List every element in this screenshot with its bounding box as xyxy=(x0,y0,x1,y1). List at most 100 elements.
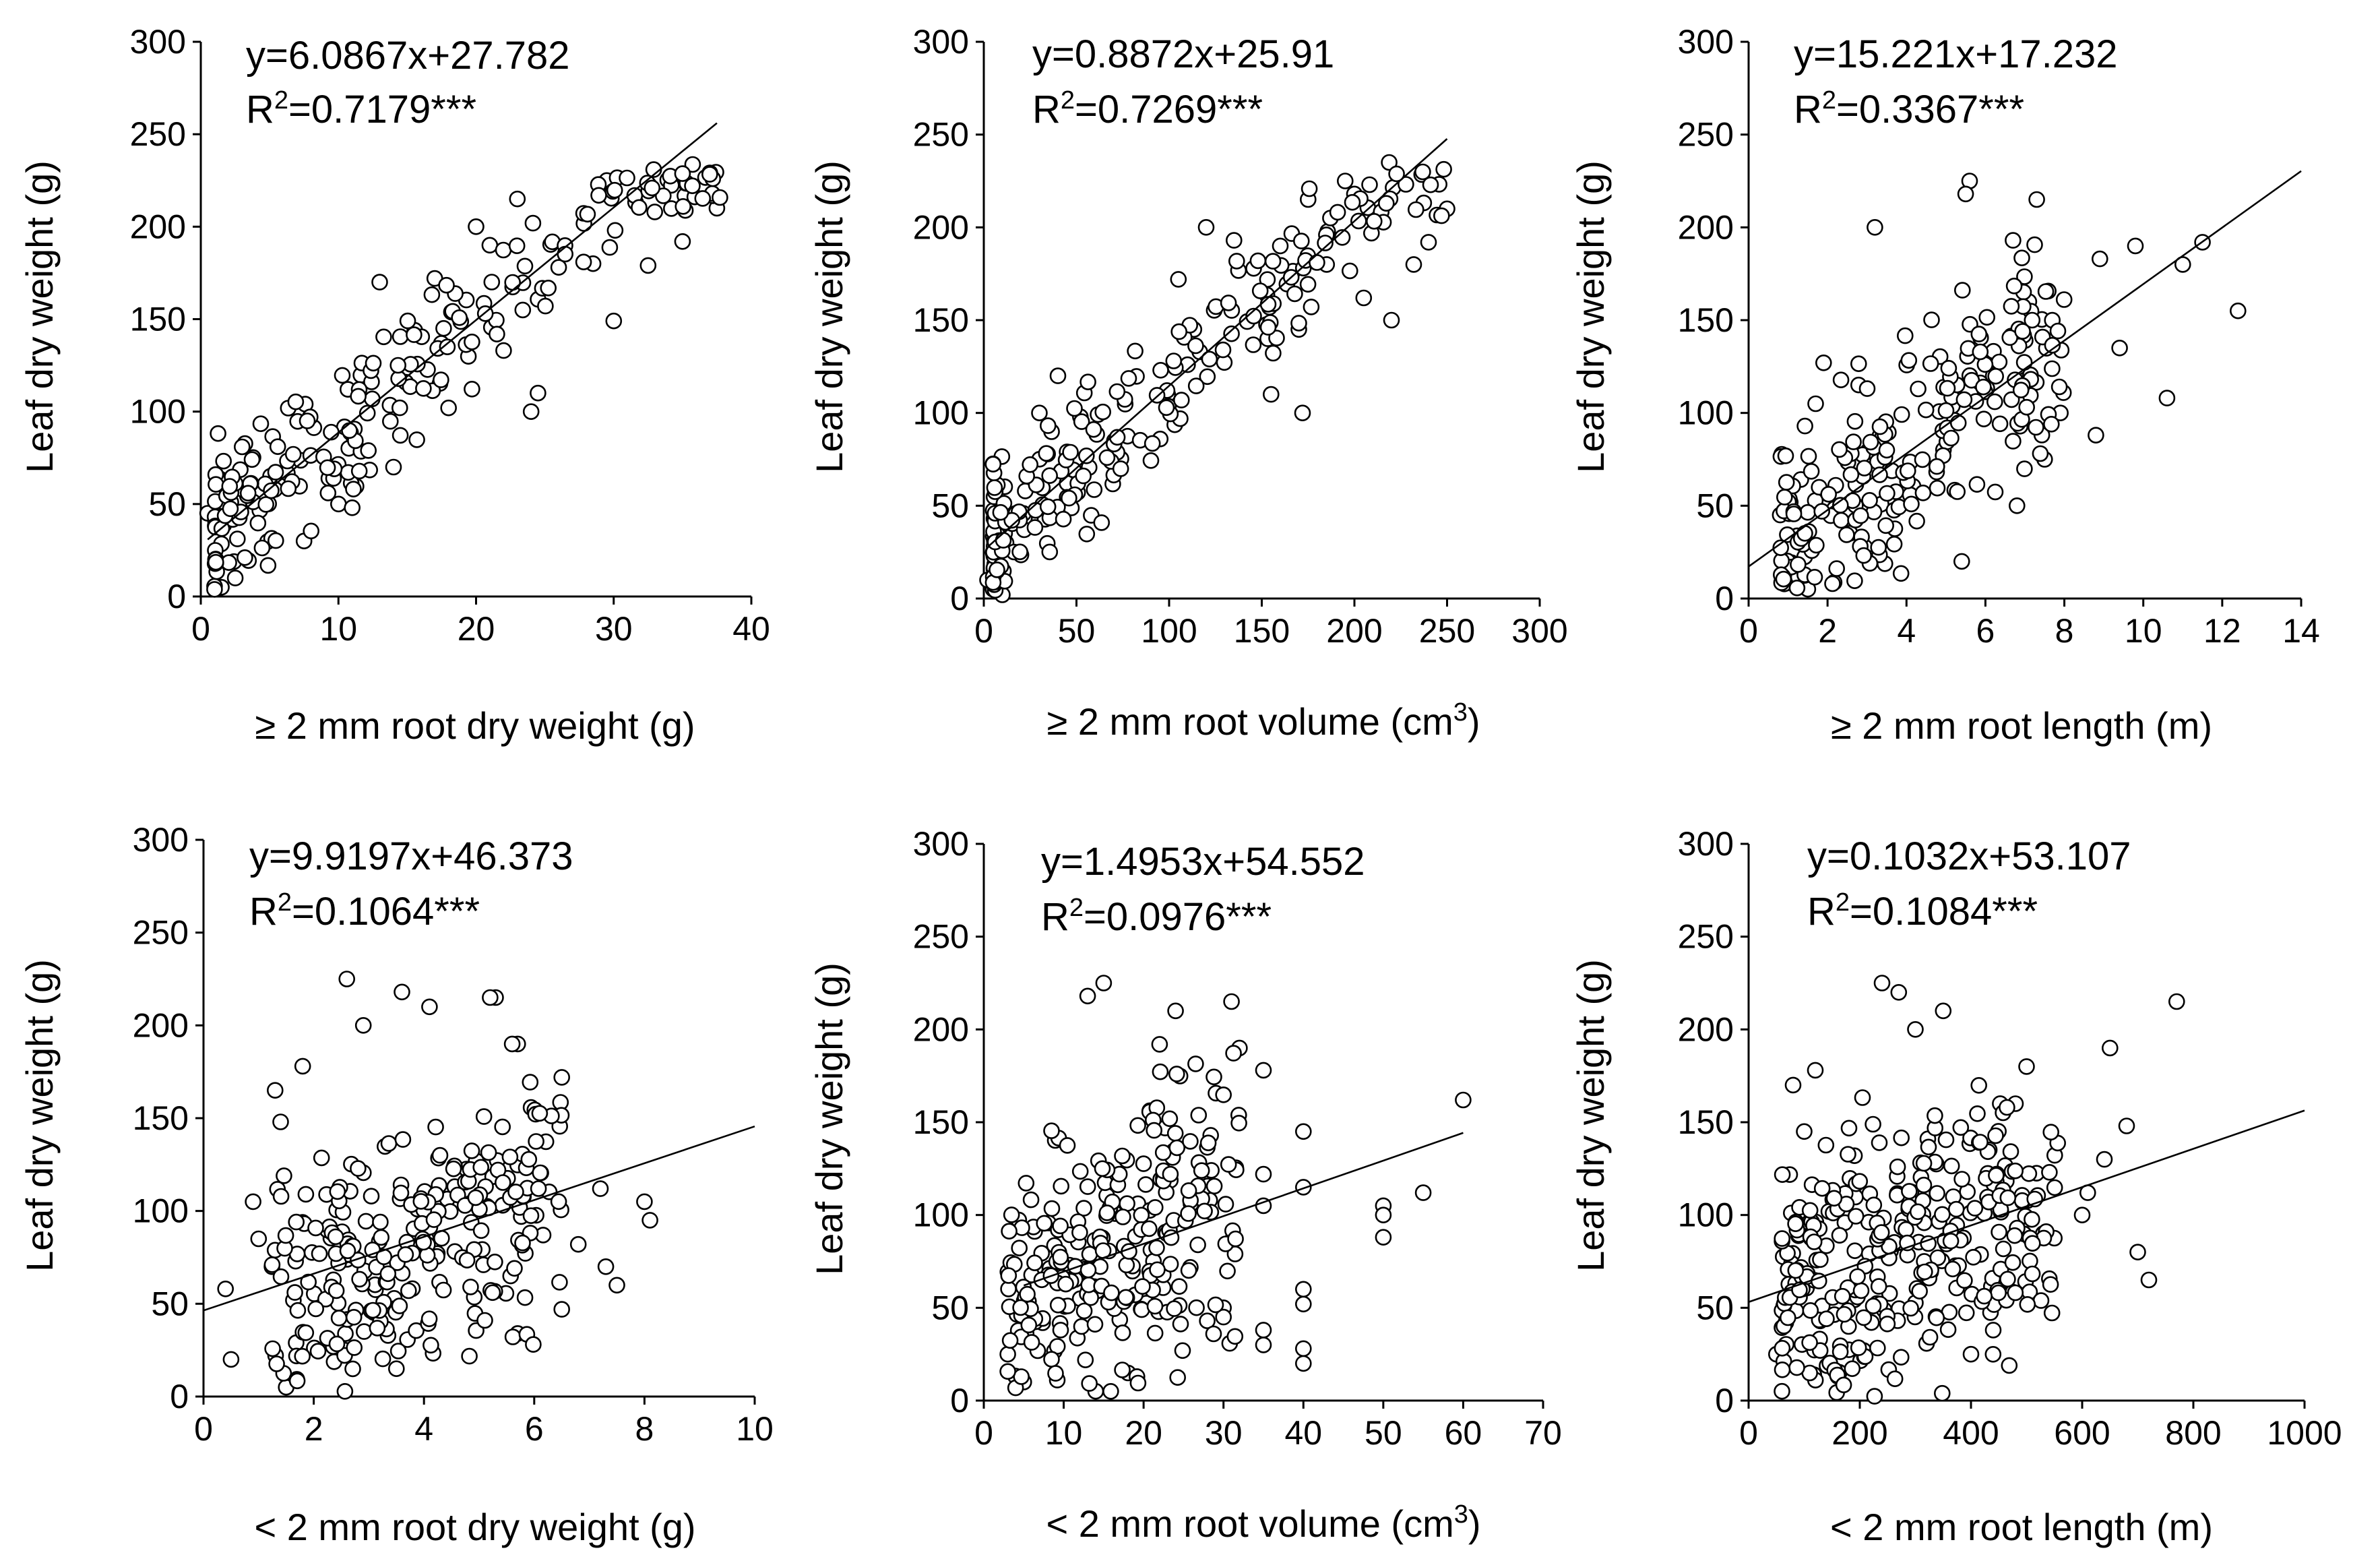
data-point xyxy=(1057,1275,1074,1293)
data-point xyxy=(551,1274,568,1291)
data-point xyxy=(400,1282,417,1299)
y-tick-label: 150 xyxy=(130,301,186,338)
data-point xyxy=(1047,1365,1064,1382)
data-point xyxy=(1215,1308,1232,1326)
data-point xyxy=(1962,1345,1980,1363)
data-point xyxy=(1831,441,1848,458)
data-point xyxy=(311,1245,328,1262)
data-point xyxy=(1966,1200,1984,1217)
panel-root-dry-weight-ge2mm: 0 10 20 30 40 0 50 100 150 200 250 300 y=6.0867x+27… xyxy=(18,23,770,747)
data-point xyxy=(592,1180,609,1197)
data-point xyxy=(2024,311,2041,329)
data-point xyxy=(1870,1278,1887,1295)
data-point xyxy=(259,557,277,574)
data-point xyxy=(1929,479,1946,497)
data-point xyxy=(268,1355,285,1372)
data-point xyxy=(2096,1151,2113,1168)
y-tick-label: 300 xyxy=(913,23,969,61)
data-point xyxy=(590,187,607,204)
data-point xyxy=(1796,417,1813,435)
y-tick-label: 250 xyxy=(130,115,186,153)
data-point xyxy=(2026,236,2043,253)
data-point xyxy=(1075,467,1092,485)
data-point xyxy=(385,458,402,476)
regression-equation: y=1.4953x+54.552 xyxy=(1041,840,1365,884)
x-tick-label: 1000 xyxy=(2267,1414,2342,1452)
data-point xyxy=(1264,253,1282,270)
data-point xyxy=(1991,415,2009,433)
data-point xyxy=(1023,1334,1040,1351)
data-point xyxy=(294,1058,311,1075)
data-point xyxy=(2118,1118,2135,1134)
data-point xyxy=(1878,441,1896,459)
y-tick-label: 0 xyxy=(170,1378,189,1415)
data-point xyxy=(1223,325,1240,342)
data-point xyxy=(1055,510,1072,528)
data-point xyxy=(263,1256,281,1273)
x-tick-label: 300 xyxy=(1511,612,1567,650)
data-point xyxy=(2009,497,2026,514)
data-point xyxy=(1847,1208,1865,1225)
data-point xyxy=(1928,1309,1945,1326)
data-point xyxy=(391,399,408,417)
data-point xyxy=(1134,1278,1151,1295)
x-tick-label: 6 xyxy=(1976,612,1995,650)
data-point xyxy=(408,1322,425,1339)
data-point xyxy=(1892,565,1910,582)
data-point xyxy=(319,459,336,477)
data-point xyxy=(1017,1175,1035,1192)
data-point xyxy=(2102,1039,2119,1057)
data-point xyxy=(999,1345,1016,1363)
data-point xyxy=(1777,447,1794,464)
data-point xyxy=(1984,1346,2002,1363)
data-point xyxy=(438,276,455,294)
data-point xyxy=(1978,309,1995,326)
data-point xyxy=(433,371,449,388)
data-point xyxy=(399,312,416,330)
data-point xyxy=(1078,525,1096,543)
data-point xyxy=(1818,1310,1835,1327)
data-point xyxy=(1169,1369,1186,1386)
data-point xyxy=(675,197,692,215)
data-point xyxy=(1958,1304,1975,1322)
data-point xyxy=(504,274,522,291)
y-tick-label: 100 xyxy=(1678,394,1734,432)
data-point xyxy=(1061,489,1077,507)
data-point xyxy=(1840,1120,1858,1137)
data-point xyxy=(243,451,261,468)
x-tick-label: 14 xyxy=(2282,612,2320,650)
y-tick-label: 0 xyxy=(1715,580,1734,617)
data-point xyxy=(1828,560,1845,577)
data-point xyxy=(2042,1276,2059,1293)
data-point xyxy=(1041,467,1058,485)
x-tick-label: 30 xyxy=(595,610,633,648)
data-point xyxy=(1093,514,1110,531)
data-point xyxy=(1812,1251,1829,1268)
data-point xyxy=(1127,342,1144,360)
data-point xyxy=(1949,415,1967,431)
data-point xyxy=(1086,481,1103,498)
r-squared-label: R2=0.0976*** xyxy=(1041,894,1272,939)
data-point xyxy=(330,1310,348,1326)
data-point xyxy=(2016,268,2033,285)
data-point xyxy=(1871,1134,1888,1151)
data-point xyxy=(319,485,337,501)
data-point xyxy=(1886,1370,1904,1387)
data-point xyxy=(1201,350,1218,368)
x-tick-label: 60 xyxy=(1445,1414,1482,1452)
data-point xyxy=(992,503,1009,521)
data-point xyxy=(1086,1316,1104,1333)
data-point xyxy=(1844,1360,1861,1377)
data-point xyxy=(1871,418,1889,435)
x-tick-label: 200 xyxy=(1326,612,1382,650)
data-point xyxy=(1901,1183,1918,1200)
data-point xyxy=(1158,399,1175,417)
data-point xyxy=(345,481,362,498)
x-tick-label: 20 xyxy=(1125,1414,1162,1452)
data-point xyxy=(344,1360,361,1378)
data-point xyxy=(389,357,407,374)
data-point xyxy=(1144,435,1161,452)
data-point xyxy=(524,214,542,232)
data-point xyxy=(550,1193,567,1211)
data-point xyxy=(579,206,596,223)
